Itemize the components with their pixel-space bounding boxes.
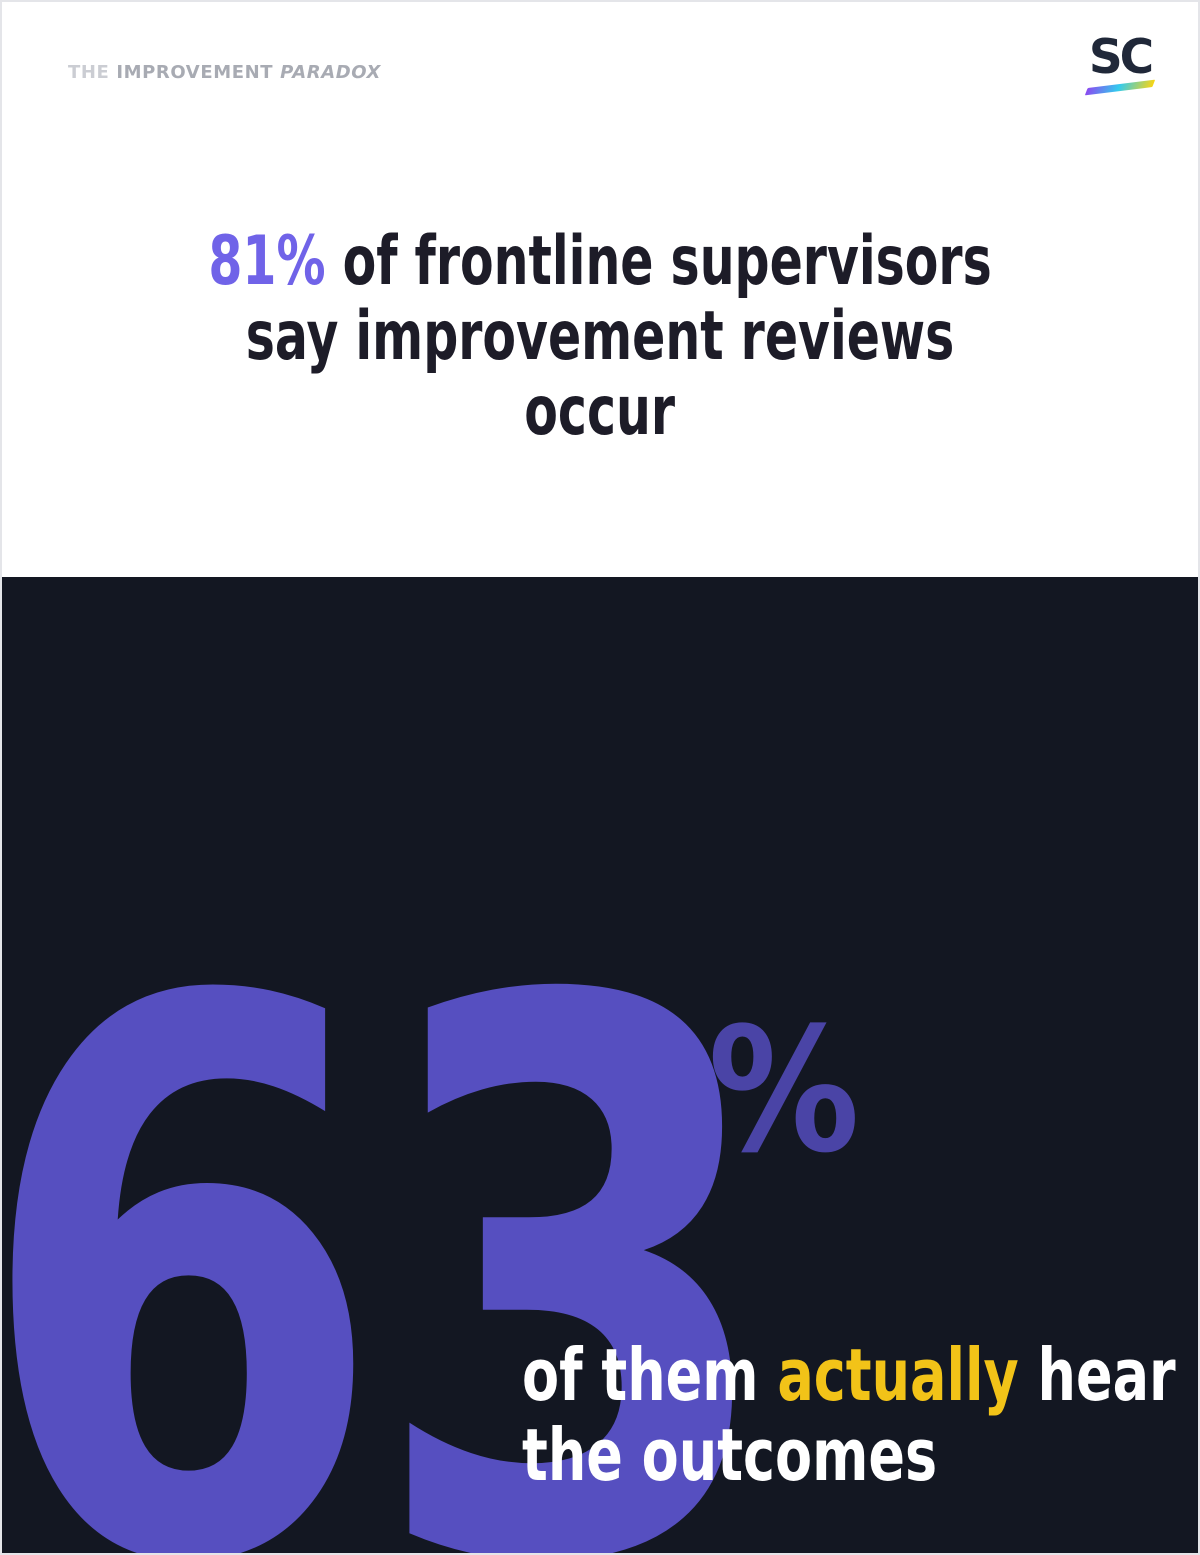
stat-caption: of them actually hear the outcomes xyxy=(522,1335,1176,1495)
eyebrow-word-paradox: PARADOX xyxy=(280,62,382,83)
headline-line-3-text: occur xyxy=(524,372,676,451)
headline-line-2: say improvement reviews xyxy=(2,299,1198,374)
sc-logo: SC xyxy=(1080,30,1160,96)
sc-logo-text: SC xyxy=(1088,30,1154,85)
stat-section: 63 % of them actually hear the outcomes xyxy=(2,577,1198,1555)
stat-percent-sign: % xyxy=(708,990,860,1191)
stat-caption-line-1: of them actually hear xyxy=(522,1335,1176,1415)
stat-caption-pre: of them xyxy=(522,1333,778,1417)
eyebrow-word-improvement: IMPROVEMENT xyxy=(116,62,274,83)
eyebrow-word-the: THE xyxy=(68,62,110,83)
headline-line-2-text: say improvement reviews xyxy=(245,297,955,376)
top-section: THE IMPROVEMENT PARADOX SC 81% of frontl… xyxy=(2,2,1198,577)
eyebrow-title: THE IMPROVEMENT PARADOX xyxy=(68,62,381,83)
headline-line-3: occur xyxy=(2,374,1198,449)
stat-caption-highlight: actually xyxy=(777,1333,1019,1417)
headline-line-1: 81% of frontline supervisors xyxy=(2,224,1198,299)
headline-percentage: 81% xyxy=(208,222,326,301)
headline: 81% of frontline supervisors say improve… xyxy=(2,224,1198,449)
stat-big-number: 63 xyxy=(2,842,779,1555)
stat-caption-post: hear xyxy=(1018,1333,1176,1417)
headline-line-1-text: of frontline supervisors xyxy=(325,222,992,301)
stat-caption-line-2: the outcomes xyxy=(522,1413,938,1497)
